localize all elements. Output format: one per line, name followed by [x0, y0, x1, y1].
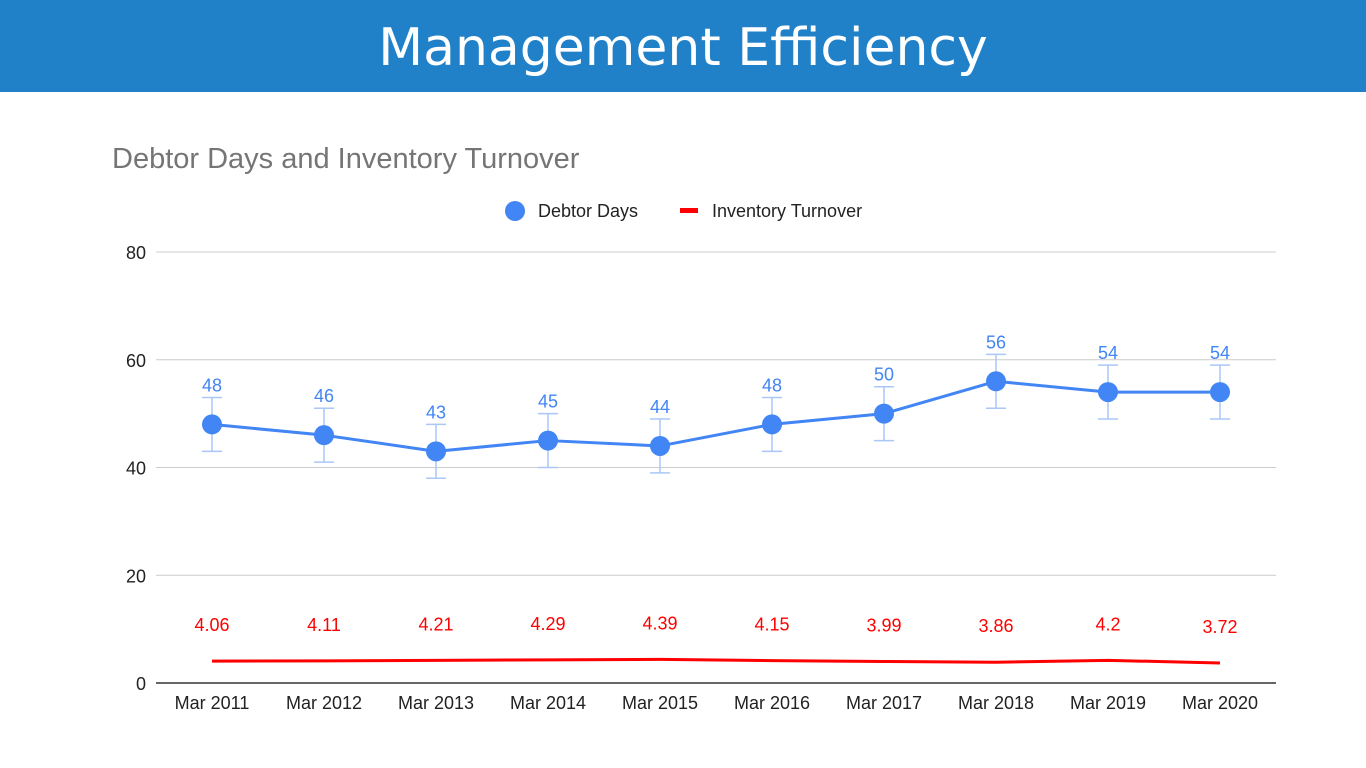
data-label-inventory-turnover: 4.2 [1095, 614, 1120, 634]
series-line-debtor-days [211, 379, 1220, 453]
header-banner: Management Efficiency [0, 0, 1366, 92]
x-tick-label: Mar 2011 [175, 693, 250, 713]
data-point-debtor-days [202, 414, 222, 435]
data-label-inventory-turnover: 3.86 [978, 616, 1013, 636]
y-tick-label: 40 [126, 459, 146, 479]
data-label-debtor-days: 45 [538, 392, 558, 412]
data-label-inventory-turnover: 4.21 [418, 614, 453, 634]
data-label-debtor-days: 54 [1098, 343, 1118, 363]
data-point-debtor-days [1210, 382, 1230, 403]
x-tick-label: Mar 2018 [958, 693, 1034, 713]
data-point-debtor-days [762, 414, 782, 435]
page-title: Management Efficiency [378, 18, 988, 78]
legend-marker-inventory-turnover [680, 208, 698, 213]
legend-label-inventory-turnover: Inventory Turnover [712, 201, 862, 221]
data-point-debtor-days [650, 435, 670, 456]
data-point-debtor-days [986, 371, 1006, 392]
x-tick-label: Mar 2015 [622, 693, 698, 713]
data-label-inventory-turnover: 4.15 [754, 615, 789, 635]
y-tick-label: 80 [126, 243, 146, 263]
data-label-debtor-days: 56 [986, 332, 1006, 352]
legend-marker-debtor-days [505, 201, 525, 221]
data-point-debtor-days [1098, 382, 1118, 403]
data-label-debtor-days: 43 [426, 402, 446, 422]
chart-legend: Debtor Days Inventory Turnover [505, 201, 862, 221]
x-tick-label: Mar 2013 [398, 693, 474, 713]
y-tick-label: 0 [136, 674, 146, 694]
y-tick-label: 60 [126, 351, 146, 371]
series-line-inventory-turnover [211, 657, 1221, 665]
data-label-inventory-turnover: 4.29 [530, 614, 565, 634]
data-point-debtor-days [538, 430, 558, 451]
data-label-inventory-turnover: 4.06 [194, 615, 229, 635]
x-tick-label: Mar 2020 [1182, 693, 1258, 713]
data-point-debtor-days [314, 425, 334, 446]
data-label-inventory-turnover: 3.99 [866, 616, 901, 636]
data-label-inventory-turnover: 3.72 [1202, 617, 1237, 637]
data-label-debtor-days: 50 [874, 365, 894, 385]
legend-label-debtor-days: Debtor Days [538, 201, 638, 221]
x-tick-label: Mar 2017 [846, 693, 922, 713]
data-point-debtor-days [426, 441, 446, 462]
x-tick-label: Mar 2012 [286, 693, 362, 713]
x-tick-label: Mar 2014 [510, 693, 586, 713]
x-tick-label: Mar 2019 [1070, 693, 1146, 713]
data-label-inventory-turnover: 4.11 [307, 615, 341, 635]
data-label-inventory-turnover: 4.39 [642, 613, 677, 633]
data-label-debtor-days: 54 [1210, 343, 1230, 363]
y-tick-label: 20 [126, 566, 146, 586]
data-label-debtor-days: 48 [762, 375, 782, 395]
data-label-debtor-days: 44 [650, 397, 670, 417]
data-point-debtor-days [874, 403, 894, 424]
chart-title: Debtor Days and Inventory Turnover [112, 143, 580, 175]
data-label-debtor-days: 46 [314, 386, 334, 406]
x-tick-label: Mar 2016 [734, 693, 810, 713]
data-label-debtor-days: 48 [202, 375, 222, 395]
